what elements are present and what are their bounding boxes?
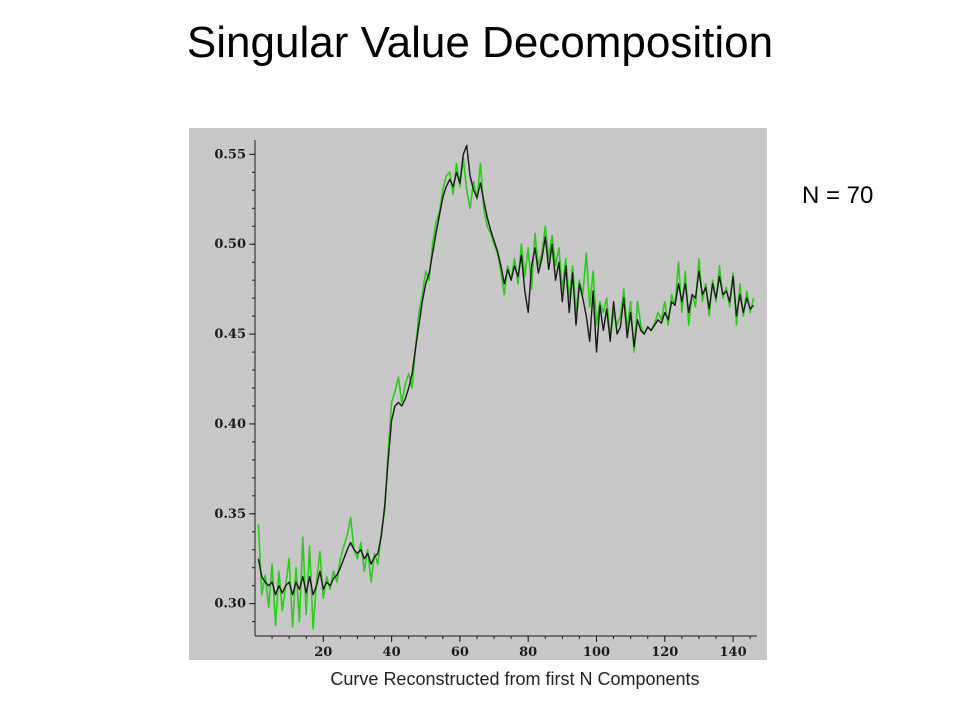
slide-title: Singular Value Decomposition xyxy=(186,18,774,67)
original-series-line xyxy=(257,157,755,630)
y-tick-label: 0.30 xyxy=(214,597,246,612)
x-tick-label: 40 xyxy=(383,645,401,660)
axes: 0.30 0.35 0.40 0.45 0.50 0.55 20 40 60 80 100 120 14… xyxy=(214,140,757,660)
x-tick-label: 20 xyxy=(314,645,332,660)
y-tick-label: 0.50 xyxy=(214,237,246,252)
x-tick-label: 140 xyxy=(720,645,747,660)
x-tick-label: 60 xyxy=(451,645,469,660)
n-components-label: N = 70 xyxy=(802,182,874,209)
y-tick-label: 0.45 xyxy=(214,327,246,342)
y-tick-label: 0.55 xyxy=(214,147,246,162)
x-tick-label: 80 xyxy=(519,645,537,660)
chart-caption: Curve Reconstructed from first N Compone… xyxy=(330,669,700,689)
y-tick-label: 0.40 xyxy=(214,417,246,432)
series-layer xyxy=(257,144,755,630)
x-tick-label: 120 xyxy=(651,645,678,660)
chart-area: 0.30 0.35 0.40 0.45 0.50 0.55 20 40 60 80 100 120 14… xyxy=(189,128,767,660)
line-chart: 0.30 0.35 0.40 0.45 0.50 0.55 20 40 60 80 100 120 14… xyxy=(214,140,757,660)
reconstructed-series-line xyxy=(257,144,755,596)
x-tick-label: 100 xyxy=(583,645,610,660)
y-tick-label: 0.35 xyxy=(214,507,246,522)
